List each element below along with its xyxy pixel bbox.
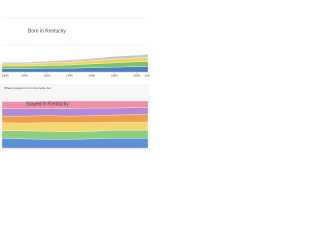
area-series bbox=[1, 138, 149, 149]
x-tick-label: 2010 bbox=[145, 73, 150, 77]
chart-note: Where people born in Kentucky live bbox=[4, 86, 52, 90]
x-tick-label: 2000 bbox=[133, 73, 140, 77]
x-tick-label: 1960 bbox=[89, 73, 96, 77]
area-series bbox=[1, 54, 149, 65]
x-tick-label: 1940 bbox=[66, 73, 73, 77]
x-tick-label: 1980 bbox=[111, 73, 118, 77]
area-series bbox=[1, 107, 149, 117]
chart-title: Stayed in Kentucky bbox=[26, 101, 69, 107]
area-series bbox=[1, 100, 149, 109]
chart-title: Born in Kentucky bbox=[28, 28, 66, 34]
x-tick-label: 1900 bbox=[21, 73, 28, 77]
chart: Born in Kentucky Where people born in Ke… bbox=[0, 0, 150, 150]
x-tick-label: 1880 bbox=[2, 73, 9, 77]
x-tick-label: 1920 bbox=[44, 73, 51, 77]
page: Born in Kentucky Where people born in Ke… bbox=[0, 0, 150, 150]
